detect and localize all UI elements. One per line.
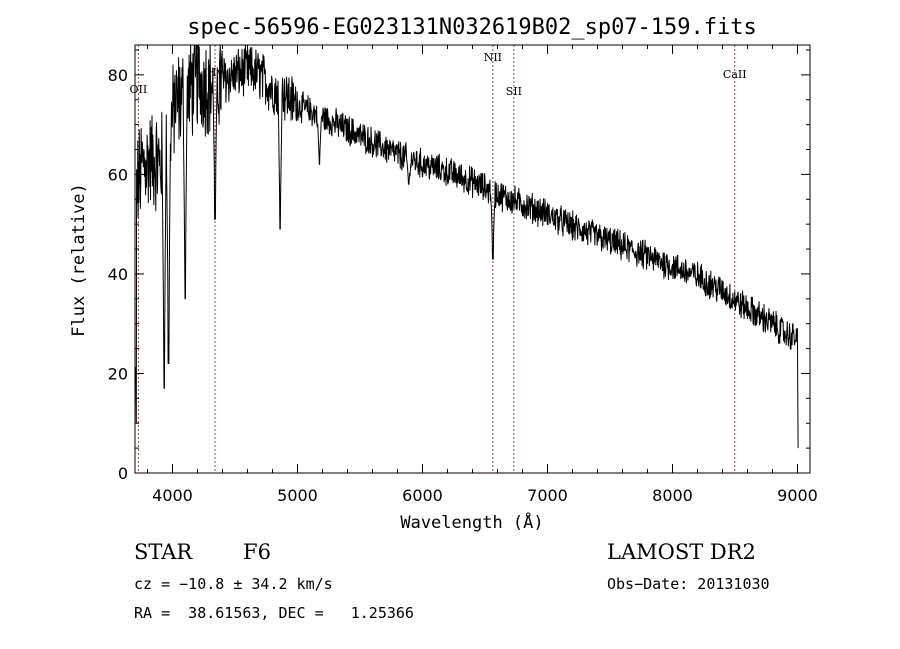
- redshift-cz: cz = −10.8 ± 34.2 km/s: [134, 575, 333, 593]
- x-axis-label: Wavelength (Å): [400, 511, 543, 533]
- line-marker-label: CaII: [723, 68, 747, 81]
- survey-name: LAMOST DR2: [607, 540, 756, 564]
- ra-dec-coordinates: RA = 38.61563, DEC = 1.25366: [134, 604, 414, 622]
- x-tick-label: 6000: [402, 486, 443, 505]
- y-tick-label: 40: [108, 265, 128, 284]
- x-tick-label: 7000: [527, 486, 568, 505]
- observation-date: Obs−Date: 20131030: [607, 575, 770, 593]
- y-tick-label: 80: [108, 66, 128, 85]
- x-tick-label: 9000: [777, 486, 818, 505]
- spectrum-trace: [134, 44, 799, 449]
- object-class: STAR: [134, 540, 193, 564]
- object-subclass: F6: [243, 540, 271, 564]
- line-marker-label: OII: [130, 83, 148, 96]
- x-tick-label: 4000: [152, 486, 193, 505]
- plot-frame: [134, 44, 811, 474]
- y-tick-label: 20: [108, 364, 128, 383]
- y-tick-label: 0: [118, 464, 128, 483]
- x-tick-label: 5000: [277, 486, 318, 505]
- line-marker-label: SII: [506, 85, 522, 98]
- x-tick-label: 8000: [652, 486, 693, 505]
- y-tick-label: 60: [108, 165, 128, 184]
- line-marker-label: NII: [484, 51, 502, 64]
- chart-title: spec-56596-EG023131N032619B02_sp07-159.f…: [187, 15, 757, 40]
- y-axis-label: Flux (relative): [69, 183, 89, 337]
